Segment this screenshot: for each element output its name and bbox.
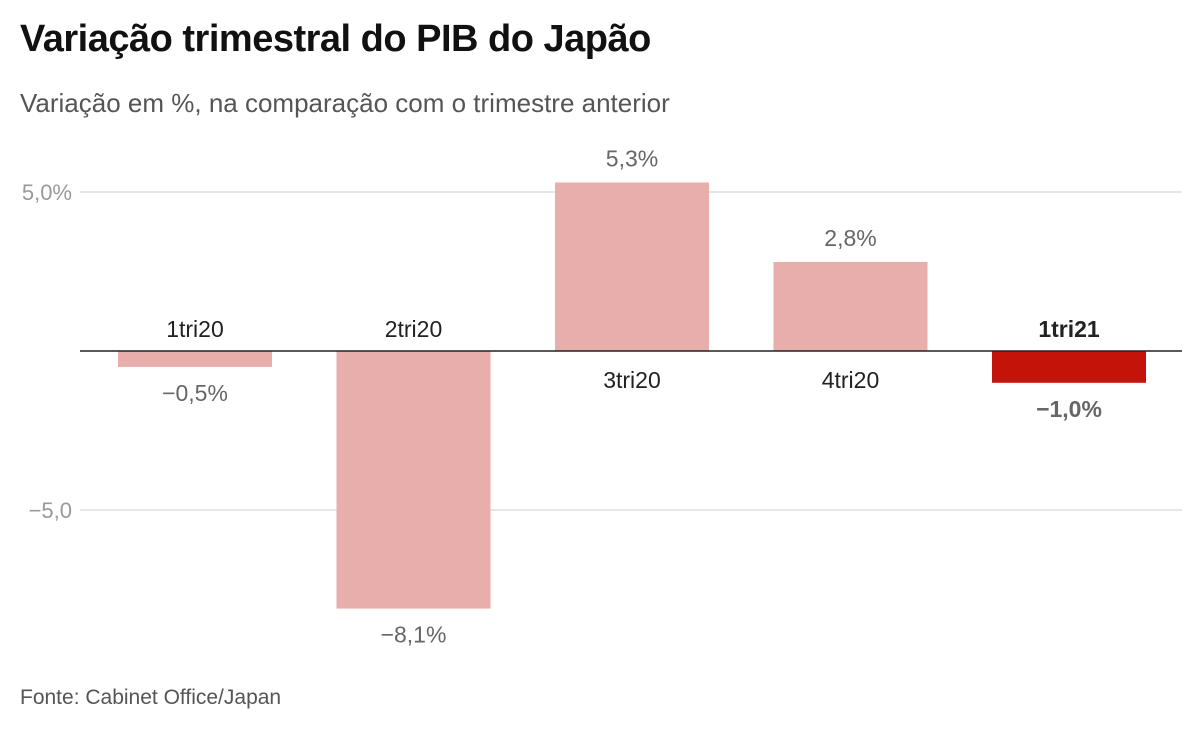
value-label: −1,0% — [1036, 396, 1102, 422]
bar-1tri21 — [992, 351, 1146, 383]
value-label: 5,3% — [606, 145, 658, 171]
chart-title: Variação trimestral do PIB do Japão — [20, 18, 651, 60]
value-label: −8,1% — [381, 622, 447, 648]
bar-2tri20 — [336, 351, 491, 609]
y-tick-labels: 5,0% −5,0 — [22, 180, 72, 523]
bar-1tri20 — [118, 351, 272, 367]
category-label: 1tri20 — [166, 316, 224, 342]
category-label: 3tri20 — [603, 367, 661, 393]
bars — [118, 182, 1146, 609]
y-tick-label: 5,0% — [22, 180, 72, 205]
category-labels: 1tri20 2tri20 3tri20 4tri20 1tri21 — [166, 316, 1100, 393]
category-label: 1tri21 — [1038, 316, 1100, 342]
source-note: Fonte: Cabinet Office/Japan — [20, 686, 282, 709]
value-label: −0,5% — [162, 380, 228, 406]
value-label: 2,8% — [824, 225, 876, 251]
y-tick-label: −5,0 — [29, 498, 72, 523]
category-label: 4tri20 — [822, 367, 880, 393]
value-labels: −0,5% −8,1% 5,3% 2,8% −1,0% — [162, 145, 1102, 647]
chart-subtitle: Variação em %, na comparação com o trime… — [20, 88, 670, 118]
bar-4tri20 — [773, 261, 928, 351]
category-label: 2tri20 — [385, 316, 443, 342]
bar-3tri20 — [555, 182, 709, 351]
